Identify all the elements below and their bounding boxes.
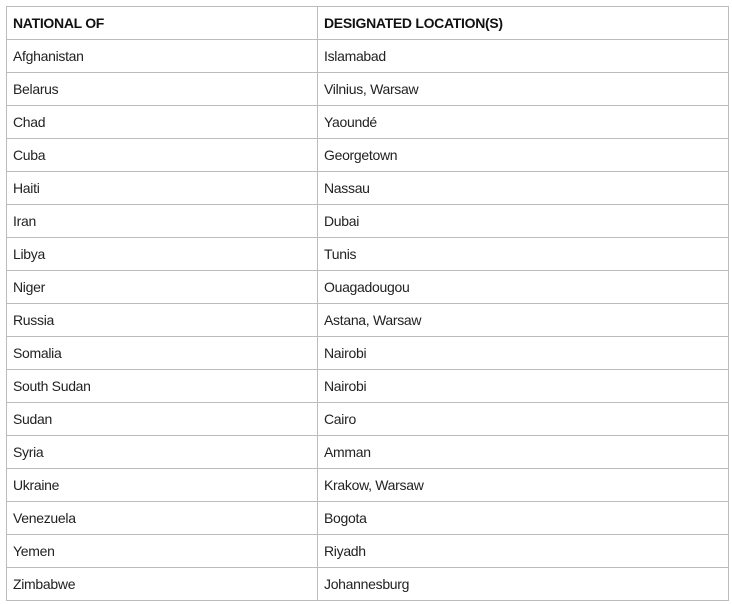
table-row: Venezuela Bogota — [6, 501, 729, 535]
nationality-cell: South Sudan — [6, 369, 318, 403]
nationality-cell: Syria — [6, 435, 318, 469]
table-body: Afghanistan Islamabad Belarus Vilnius, Wars… — [6, 39, 729, 601]
table-row: Ukraine Krakow, Warsaw — [6, 468, 729, 502]
location-cell: Nairobi — [317, 369, 729, 403]
table-row: Haiti Nassau — [6, 171, 729, 205]
nationality-cell: Haiti — [6, 171, 318, 205]
location-cell: Cairo — [317, 402, 729, 436]
table-row: Belarus Vilnius, Warsaw — [6, 72, 729, 106]
location-cell: Johannesburg — [317, 567, 729, 601]
header-national-of: NATIONAL OF — [6, 6, 318, 40]
location-cell: Bogota — [317, 501, 729, 535]
nationality-cell: Iran — [6, 204, 318, 238]
nationality-cell: Sudan — [6, 402, 318, 436]
location-cell: Vilnius, Warsaw — [317, 72, 729, 106]
location-cell: Krakow, Warsaw — [317, 468, 729, 502]
nationality-cell: Cuba — [6, 138, 318, 172]
nationality-cell: Zimbabwe — [6, 567, 318, 601]
location-cell: Georgetown — [317, 138, 729, 172]
table-row: Cuba Georgetown — [6, 138, 729, 172]
table-row: Iran Dubai — [6, 204, 729, 238]
location-cell: Yaoundé — [317, 105, 729, 139]
nationality-cell: Afghanistan — [6, 39, 318, 73]
designated-locations-table: NATIONAL OF DESIGNATED LOCATION(S) Afgha… — [6, 6, 729, 601]
nationality-cell: Belarus — [6, 72, 318, 106]
nationality-cell: Somalia — [6, 336, 318, 370]
table-row: Somalia Nairobi — [6, 336, 729, 370]
nationality-cell: Yemen — [6, 534, 318, 568]
table-row: Libya Tunis — [6, 237, 729, 271]
nationality-cell: Russia — [6, 303, 318, 337]
location-cell: Astana, Warsaw — [317, 303, 729, 337]
location-cell: Amman — [317, 435, 729, 469]
table-row: Chad Yaoundé — [6, 105, 729, 139]
table-row: South Sudan Nairobi — [6, 369, 729, 403]
location-cell: Riyadh — [317, 534, 729, 568]
table-row: Niger Ouagadougou — [6, 270, 729, 304]
table-row: Russia Astana, Warsaw — [6, 303, 729, 337]
table-row: Yemen Riyadh — [6, 534, 729, 568]
nationality-cell: Chad — [6, 105, 318, 139]
nationality-cell: Ukraine — [6, 468, 318, 502]
location-cell: Tunis — [317, 237, 729, 271]
nationality-cell: Libya — [6, 237, 318, 271]
location-cell: Nairobi — [317, 336, 729, 370]
table-row: Afghanistan Islamabad — [6, 39, 729, 73]
table-header-row: NATIONAL OF DESIGNATED LOCATION(S) — [6, 6, 729, 40]
table-row: Zimbabwe Johannesburg — [6, 567, 729, 601]
location-cell: Dubai — [317, 204, 729, 238]
nationality-cell: Venezuela — [6, 501, 318, 535]
table-row: Sudan Cairo — [6, 402, 729, 436]
location-cell: Islamabad — [317, 39, 729, 73]
header-designated-locations: DESIGNATED LOCATION(S) — [317, 6, 729, 40]
table-row: Syria Amman — [6, 435, 729, 469]
nationality-cell: Niger — [6, 270, 318, 304]
location-cell: Ouagadougou — [317, 270, 729, 304]
location-cell: Nassau — [317, 171, 729, 205]
